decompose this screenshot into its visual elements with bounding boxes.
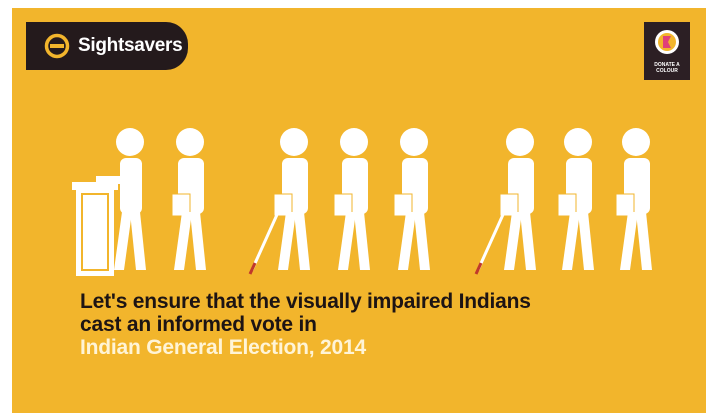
donate-a-colour-icon <box>655 30 679 54</box>
headline: Let's ensure that the visually impaired … <box>80 290 531 359</box>
donate-a-colour-badge: DONATE A COLOUR <box>644 22 690 80</box>
voter-figure <box>393 128 430 270</box>
voter-figure <box>96 128 146 270</box>
voter-figure <box>333 128 370 270</box>
voter-figure <box>171 128 206 270</box>
voter-figure <box>615 128 652 270</box>
badge-text: DONATE A COLOUR <box>654 62 680 74</box>
voter-figure <box>248 128 310 275</box>
ballot-box <box>72 182 118 276</box>
headline-line-2: cast an informed vote in <box>80 313 317 336</box>
campaign-poster: Sightsavers DONATE A COLOUR <box>12 8 706 413</box>
sightsavers-logo-icon <box>44 33 70 59</box>
sightsavers-logo: Sightsavers <box>26 22 188 70</box>
headline-line-1: Let's ensure that the visually impaired … <box>80 290 531 313</box>
voter-figure <box>557 128 594 270</box>
brand-name: Sightsavers <box>78 35 183 56</box>
headline-line-3: Indian General Election, 2014 <box>80 336 366 359</box>
voters-queue-illustration <box>72 128 652 276</box>
voter-figure <box>474 128 536 275</box>
